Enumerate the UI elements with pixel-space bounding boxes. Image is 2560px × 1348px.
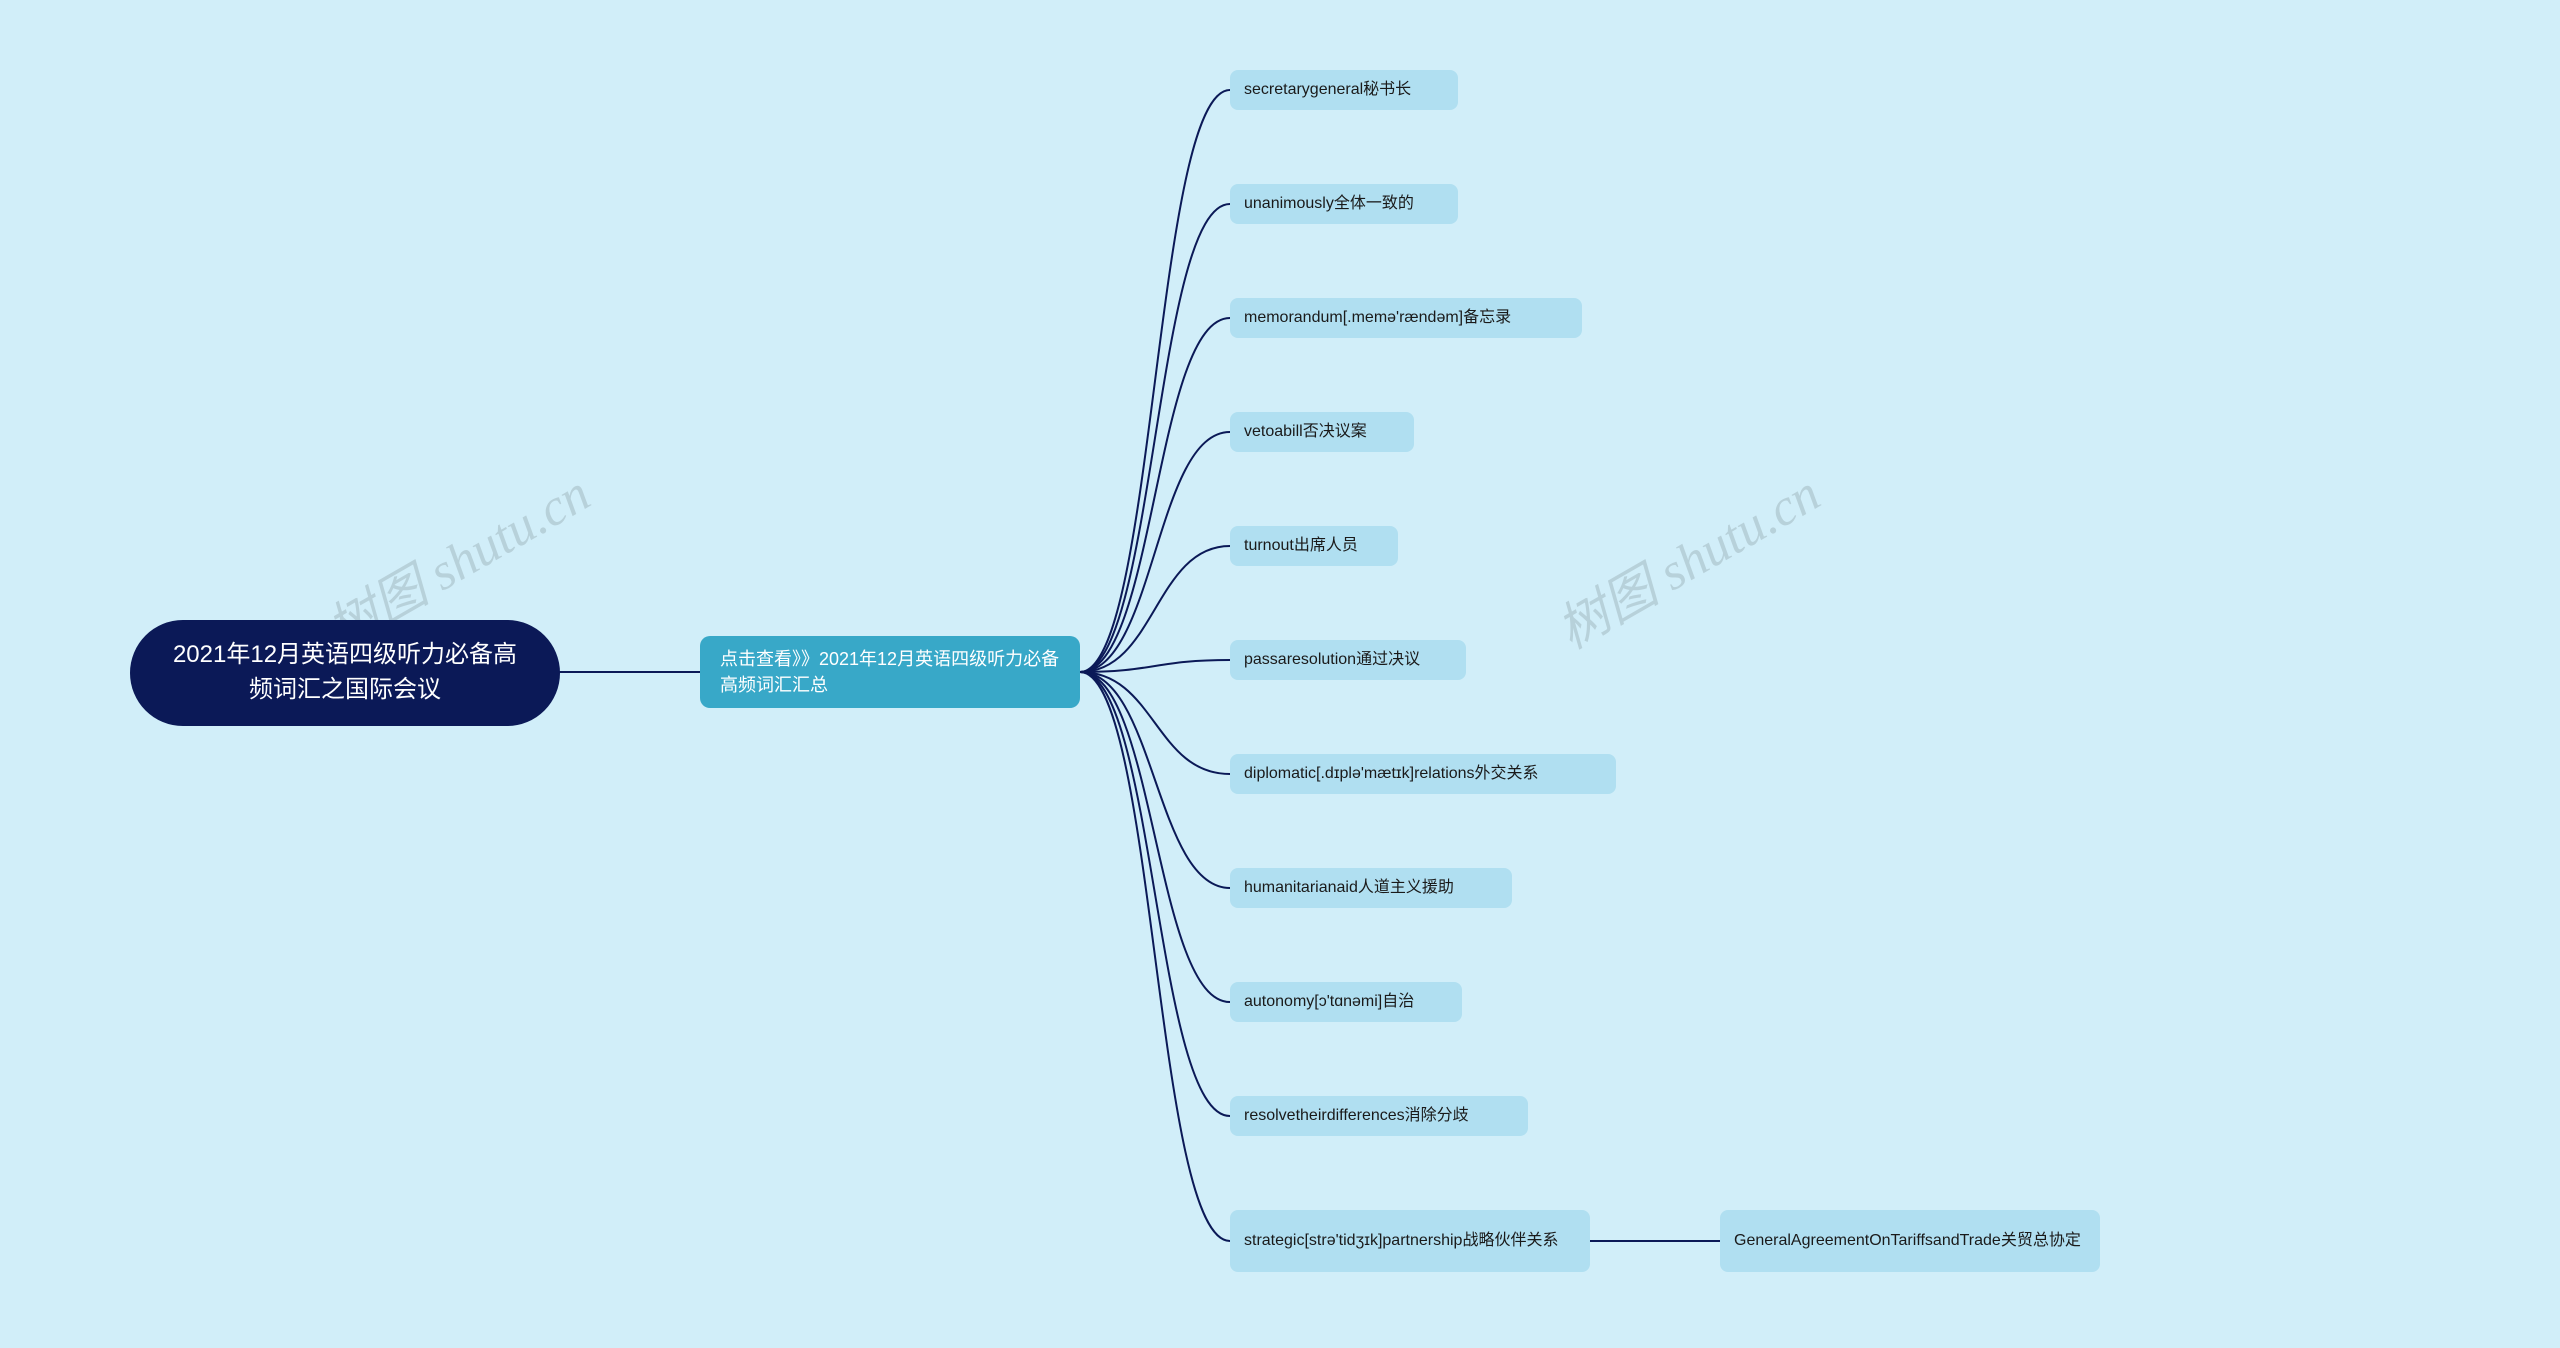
edge [1080,672,1230,888]
leaf-node-5-label: passaresolution通过决议 [1244,648,1420,671]
leaf-node-4: turnout出席人员 [1230,526,1398,566]
leaf-node-7: humanitarianaid人道主义援助 [1230,868,1512,908]
leaf-node-2: memorandum[.memə'rændəm]备忘录 [1230,298,1582,338]
edge [1080,432,1230,672]
leaf-node-1-label: unanimously全体一致的 [1244,192,1414,215]
leaf-node-8: autonomy[ɔ'tɑnəmi]自治 [1230,982,1462,1022]
leaf-node-4-label: turnout出席人员 [1244,534,1358,557]
leaf-node-9-label: resolvetheirdifferences消除分歧 [1244,1104,1469,1127]
leaf-node-10-label: strategic[strə'tidʒɪk]partnership战略伙伴关系 [1244,1229,1558,1252]
edge [1080,660,1230,672]
leaf-node-9: resolvetheirdifferences消除分歧 [1230,1096,1528,1136]
leaf-node-6: diplomatic[.dɪplə'mætɪk]relations外交关系 [1230,754,1616,794]
mid-node-label: 点击查看》》2021年12月英语四级听力必备高频词汇汇总 [720,646,1060,698]
edge [1080,672,1230,1002]
mid-node: 点击查看》》2021年12月英语四级听力必备高频词汇汇总 [700,636,1080,708]
root-node: 2021年12月英语四级听力必备高频词汇之国际会议 [130,620,560,726]
leaf-node-3-label: vetoabill否决议案 [1244,420,1367,443]
edge [1080,204,1230,672]
leaf-node-10: strategic[strə'tidʒɪk]partnership战略伙伴关系 [1230,1210,1590,1272]
leaf-node-7-label: humanitarianaid人道主义援助 [1244,876,1454,899]
leaf2-node-label: GeneralAgreementOnTariffsandTrade关贸总协定 [1734,1229,2081,1252]
mindmap-canvas: 树图 shutu.cn树图 shutu.cn2021年12月英语四级听力必备高频… [0,0,2560,1348]
leaf-node-5: passaresolution通过决议 [1230,640,1466,680]
edge [1080,672,1230,1116]
leaf-node-8-label: autonomy[ɔ'tɑnəmi]自治 [1244,990,1414,1013]
leaf-node-6-label: diplomatic[.dɪplə'mætɪk]relations外交关系 [1244,762,1539,785]
edge [1080,318,1230,672]
leaf-node-1: unanimously全体一致的 [1230,184,1458,224]
edge [1080,546,1230,672]
leaf-node-0: secretarygeneral秘书长 [1230,70,1458,110]
leaf-node-3: vetoabill否决议案 [1230,412,1414,452]
leaf-node-0-label: secretarygeneral秘书长 [1244,78,1411,101]
watermark: 树图 shutu.cn [1541,452,1831,663]
root-node-label: 2021年12月英语四级听力必备高频词汇之国际会议 [166,638,524,708]
edge [1080,672,1230,774]
leaf-node-2-label: memorandum[.memə'rændəm]备忘录 [1244,306,1511,329]
edge [1080,90,1230,672]
edge [1080,672,1230,1241]
leaf2-node: GeneralAgreementOnTariffsandTrade关贸总协定 [1720,1210,2100,1272]
